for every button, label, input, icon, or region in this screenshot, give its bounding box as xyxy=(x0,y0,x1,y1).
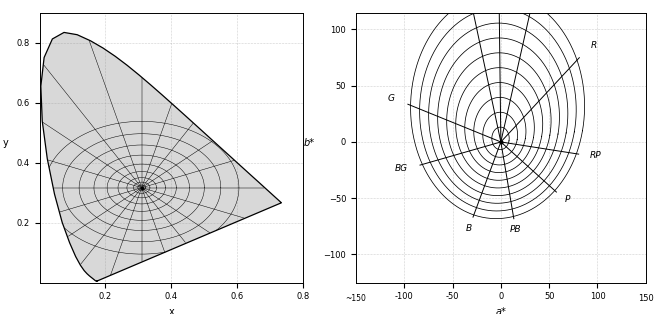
Text: ~150: ~150 xyxy=(345,294,366,303)
Text: P: P xyxy=(565,195,570,204)
Text: B: B xyxy=(466,224,472,233)
Text: R: R xyxy=(590,41,597,50)
Text: G: G xyxy=(387,94,394,103)
Y-axis label: b*: b* xyxy=(304,138,315,148)
Text: 150: 150 xyxy=(638,294,654,303)
Y-axis label: y: y xyxy=(3,138,9,148)
X-axis label: x: x xyxy=(169,307,174,314)
X-axis label: a*: a* xyxy=(496,307,506,314)
Polygon shape xyxy=(41,32,281,281)
Text: BG: BG xyxy=(395,164,408,173)
Text: RP: RP xyxy=(590,151,602,160)
Text: PB: PB xyxy=(510,225,521,234)
